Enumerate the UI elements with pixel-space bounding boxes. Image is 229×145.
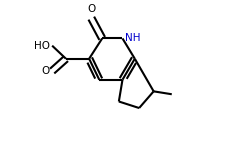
Text: O: O bbox=[87, 4, 95, 14]
Text: NH: NH bbox=[125, 33, 140, 43]
Text: HO: HO bbox=[34, 41, 50, 51]
Text: O: O bbox=[42, 66, 50, 76]
